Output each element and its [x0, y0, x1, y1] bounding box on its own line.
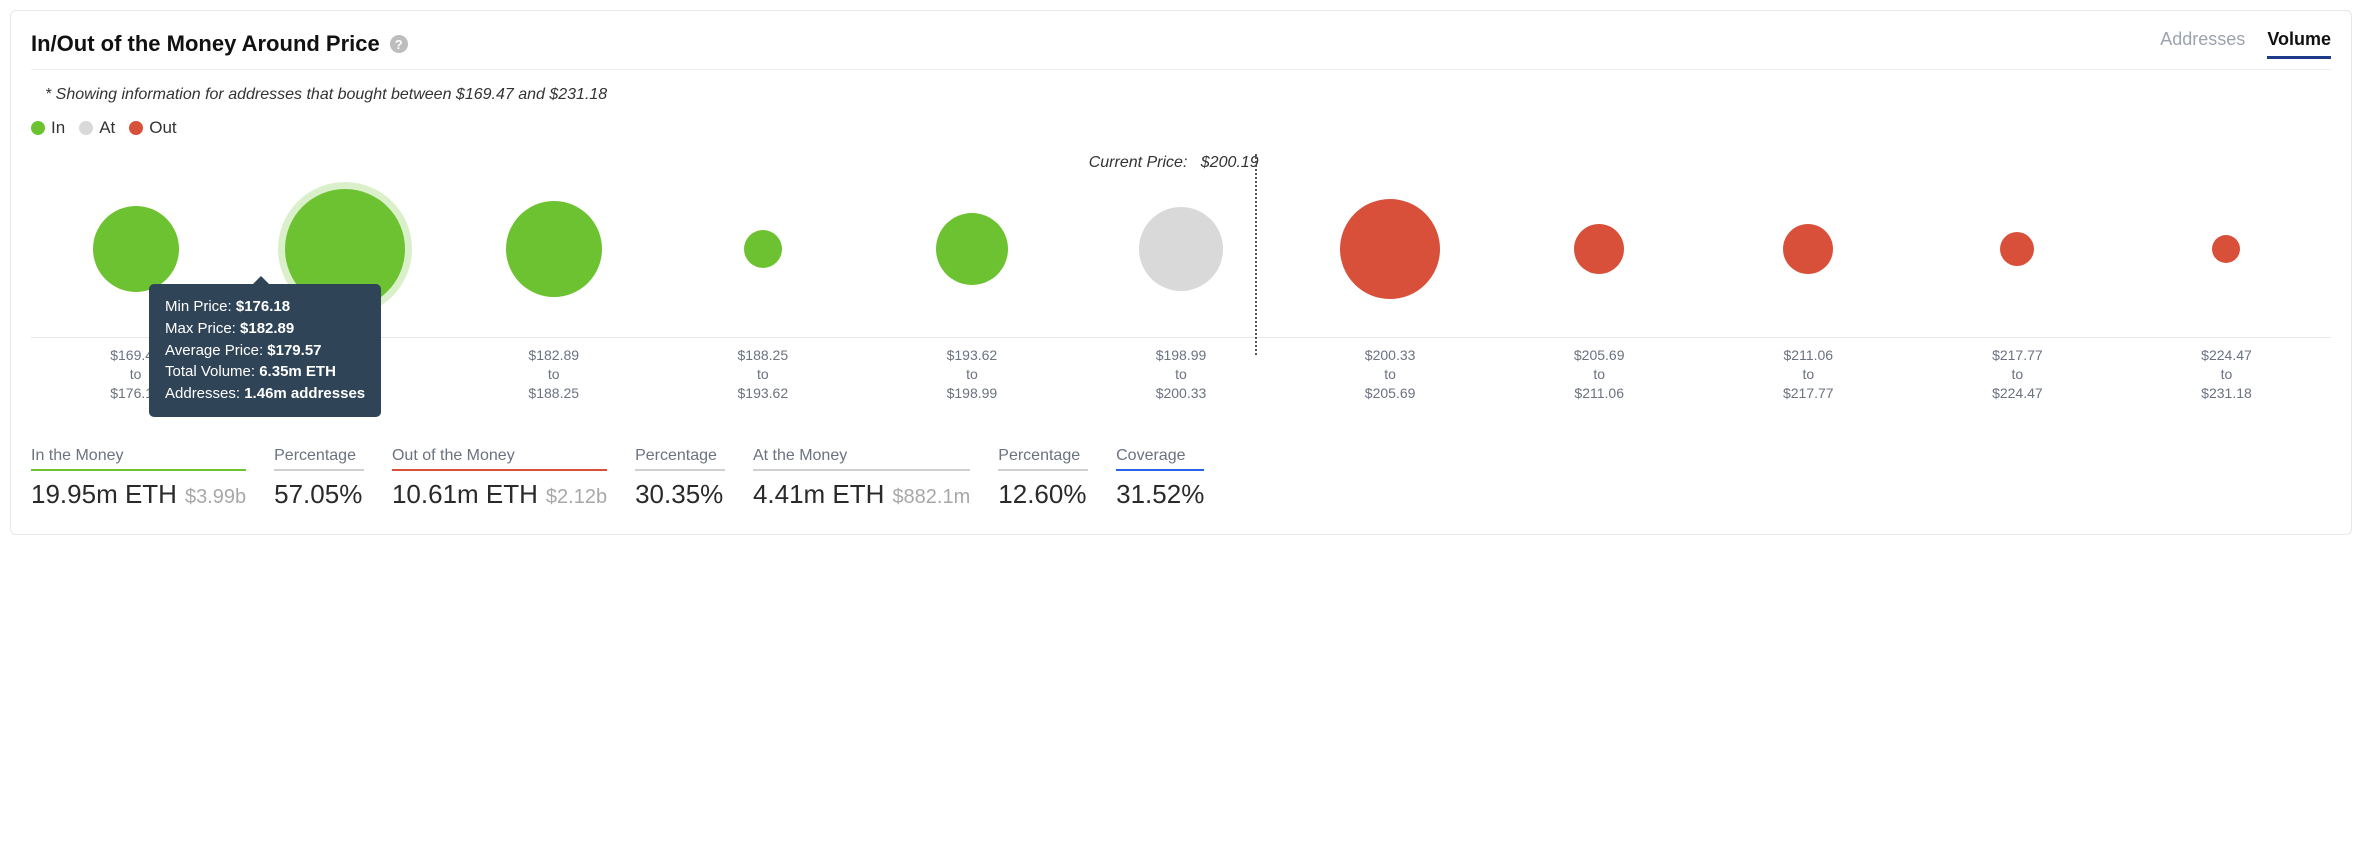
stat-value: 31.52%	[1116, 479, 1204, 510]
bubble-tooltip: Min Price: $176.18Max Price: $182.89Aver…	[149, 284, 381, 417]
bubble-out[interactable]	[1783, 224, 1833, 274]
x-axis-label: $200.33to$205.69	[1286, 346, 1495, 403]
x-axis-label: $182.89to$188.25	[449, 346, 658, 403]
tab-addresses[interactable]: Addresses	[2160, 29, 2245, 59]
bubble-cell[interactable]	[449, 160, 658, 337]
bubble-chart: Current Price: $200.19 $169.47to$176.18$…	[31, 160, 2331, 403]
tooltip-row: Average Price: $179.57	[165, 340, 365, 362]
x-axis-label: $188.25to$193.62	[658, 346, 867, 403]
view-tabs: Addresses Volume	[2160, 29, 2331, 59]
stat-block: At the Money 4.41m ETH $882.1m	[753, 447, 970, 510]
bubble-cell[interactable]	[1286, 160, 1495, 337]
stat-value: 10.61m ETH $2.12b	[392, 479, 607, 510]
stat-value-sub: $882.1m	[892, 486, 970, 509]
stat-value-sub: $3.99b	[185, 486, 246, 509]
x-axis-label: $217.77to$224.47	[1913, 346, 2122, 403]
range-subtitle: * Showing information for addresses that…	[45, 86, 2331, 104]
stat-block: Percentage 30.35%	[635, 447, 725, 510]
stat-block: Coverage 31.52%	[1116, 447, 1204, 510]
bubble-at[interactable]	[1139, 207, 1223, 291]
iom-card: In/Out of the Money Around Price ? Addre…	[10, 10, 2352, 535]
stat-label: Coverage	[1116, 447, 1204, 471]
card-header: In/Out of the Money Around Price ? Addre…	[31, 29, 2331, 70]
bubble-cell[interactable]	[2122, 160, 2331, 337]
legend-label-at: At	[99, 118, 115, 138]
summary-stats: In the Money 19.95m ETH $3.99b Percentage 57…	[31, 447, 2331, 510]
bubble-cell[interactable]	[1913, 160, 2122, 337]
stat-value-main: 57.05%	[274, 479, 362, 510]
title-wrap: In/Out of the Money Around Price ?	[31, 31, 408, 57]
stat-block: In the Money 19.95m ETH $3.99b	[31, 447, 246, 510]
bubble-in[interactable]	[506, 201, 602, 297]
stat-value-main: 12.60%	[998, 479, 1086, 510]
tab-volume[interactable]: Volume	[2267, 29, 2331, 59]
stat-value-main: 31.52%	[1116, 479, 1204, 510]
stat-label: Percentage	[274, 447, 364, 471]
bubble-out[interactable]	[2212, 235, 2240, 263]
legend-dot-at	[79, 121, 93, 135]
stat-value: 12.60%	[998, 479, 1088, 510]
stat-value-sub: $2.12b	[546, 486, 607, 509]
legend-out: Out	[129, 118, 176, 138]
legend-dot-in	[31, 121, 45, 135]
bubble-in[interactable]	[93, 206, 179, 292]
bubble-out[interactable]	[1574, 224, 1624, 274]
legend-label-out: Out	[149, 118, 176, 138]
bubble-cell[interactable]	[867, 160, 1076, 337]
x-axis-label: $224.47to$231.18	[2122, 346, 2331, 403]
legend: In At Out	[31, 118, 2331, 138]
bubble-out[interactable]	[2000, 232, 2034, 266]
stat-block: Percentage 57.05%	[274, 447, 364, 510]
bubble-cell[interactable]	[1495, 160, 1704, 337]
stat-value-main: 4.41m ETH	[753, 479, 885, 510]
stat-value-main: 10.61m ETH	[392, 479, 538, 510]
stat-value: 30.35%	[635, 479, 725, 510]
bubble-cell[interactable]	[1076, 160, 1285, 337]
stat-block: Percentage 12.60%	[998, 447, 1088, 510]
stat-label: Percentage	[635, 447, 725, 471]
legend-in: In	[31, 118, 65, 138]
x-axis-label: $205.69to$211.06	[1495, 346, 1704, 403]
stat-value: 57.05%	[274, 479, 364, 510]
stat-label: Percentage	[998, 447, 1088, 471]
card-title: In/Out of the Money Around Price	[31, 31, 380, 57]
bubble-cell[interactable]	[658, 160, 867, 337]
tooltip-row: Min Price: $176.18	[165, 296, 365, 318]
stat-value: 4.41m ETH $882.1m	[753, 479, 970, 510]
tooltip-row: Max Price: $182.89	[165, 318, 365, 340]
x-axis-label: $211.06to$217.77	[1704, 346, 1913, 403]
legend-dot-out	[129, 121, 143, 135]
stat-label: Out of the Money	[392, 447, 607, 471]
legend-at: At	[79, 118, 115, 138]
help-icon[interactable]: ?	[390, 35, 408, 53]
bubble-cell[interactable]	[1704, 160, 1913, 337]
stat-block: Out of the Money 10.61m ETH $2.12b	[392, 447, 607, 510]
stat-value-main: 30.35%	[635, 479, 723, 510]
stat-value-main: 19.95m ETH	[31, 479, 177, 510]
stat-label: In the Money	[31, 447, 246, 471]
tooltip-row: Total Volume: 6.35m ETH	[165, 361, 365, 383]
x-axis-label: $193.62to$198.99	[867, 346, 1076, 403]
bubble-out[interactable]	[1340, 199, 1440, 299]
bubble-in[interactable]	[744, 230, 782, 268]
tooltip-row: Addresses: 1.46m addresses	[165, 383, 365, 405]
bubble-in[interactable]	[936, 213, 1008, 285]
legend-label-in: In	[51, 118, 65, 138]
stat-label: At the Money	[753, 447, 970, 471]
stat-value: 19.95m ETH $3.99b	[31, 479, 246, 510]
